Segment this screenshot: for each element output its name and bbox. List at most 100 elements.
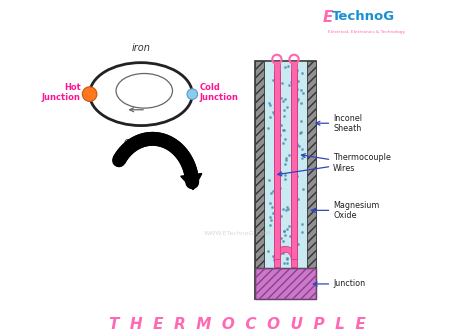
Point xyxy=(273,191,280,197)
Point xyxy=(267,217,274,223)
Point xyxy=(297,100,304,106)
Point xyxy=(288,225,295,230)
Point xyxy=(298,221,306,226)
Point xyxy=(293,67,301,72)
Bar xyxy=(255,61,264,268)
Point xyxy=(298,146,306,151)
Text: Thermocouple
Wires: Thermocouple Wires xyxy=(333,153,391,173)
Point xyxy=(270,112,278,117)
Bar xyxy=(255,268,317,299)
Bar xyxy=(255,268,317,299)
Point xyxy=(297,118,304,123)
Point xyxy=(269,188,276,194)
Point xyxy=(276,132,283,137)
Point xyxy=(275,230,283,236)
Point xyxy=(280,113,288,118)
Point xyxy=(282,207,290,213)
Point xyxy=(286,152,293,157)
Point xyxy=(298,229,306,235)
Point xyxy=(289,158,297,163)
Text: Hot
Junction: Hot Junction xyxy=(42,83,81,102)
Point xyxy=(274,174,282,179)
Point xyxy=(286,83,293,88)
Point xyxy=(281,64,289,69)
Text: Cold
Junction: Cold Junction xyxy=(199,83,238,102)
Text: Magnesium
Oxide: Magnesium Oxide xyxy=(333,201,379,220)
Point xyxy=(283,256,291,262)
Point xyxy=(266,201,274,206)
Point xyxy=(291,208,298,213)
Polygon shape xyxy=(274,246,297,259)
Text: Inconel
Sheath: Inconel Sheath xyxy=(333,114,362,133)
Point xyxy=(282,157,289,162)
Point xyxy=(281,136,288,141)
Point xyxy=(290,135,298,140)
Bar xyxy=(307,61,317,268)
Point xyxy=(281,172,288,177)
Point xyxy=(294,196,302,201)
Text: TechnoG: TechnoG xyxy=(331,10,394,23)
Circle shape xyxy=(187,89,198,99)
Point xyxy=(275,143,283,148)
Point xyxy=(283,226,291,231)
Point xyxy=(295,78,302,83)
Point xyxy=(269,77,276,82)
Point xyxy=(267,190,275,195)
Point xyxy=(288,76,295,82)
Bar xyxy=(291,71,297,267)
Point xyxy=(274,214,282,219)
Point xyxy=(293,86,301,92)
Point xyxy=(292,242,299,247)
Bar xyxy=(291,61,297,259)
Point xyxy=(281,177,289,182)
Point xyxy=(288,233,296,238)
Point xyxy=(283,261,291,266)
Point xyxy=(264,248,272,254)
Point xyxy=(265,177,273,183)
Point xyxy=(291,190,299,195)
Point xyxy=(277,123,285,128)
Point xyxy=(272,258,279,263)
Point xyxy=(286,233,293,239)
Point xyxy=(296,131,304,136)
Point xyxy=(292,72,300,78)
Point xyxy=(289,228,296,234)
Point xyxy=(290,170,298,175)
Text: Junction: Junction xyxy=(333,279,365,288)
Polygon shape xyxy=(181,174,202,190)
Point xyxy=(277,96,284,101)
Point xyxy=(279,140,286,145)
Bar xyxy=(273,71,280,267)
Point xyxy=(297,87,304,92)
Point xyxy=(284,206,292,211)
Point xyxy=(274,255,282,260)
Point xyxy=(271,258,278,263)
Bar xyxy=(273,61,280,259)
Point xyxy=(296,143,303,149)
Point xyxy=(281,96,289,102)
Point xyxy=(290,106,298,111)
Point xyxy=(279,250,287,255)
Point xyxy=(292,120,300,125)
Point xyxy=(279,207,287,212)
Point xyxy=(283,205,291,210)
Point xyxy=(298,71,305,76)
Point xyxy=(292,147,300,152)
Point xyxy=(266,223,274,228)
Point xyxy=(281,108,288,113)
Circle shape xyxy=(82,87,97,102)
Point xyxy=(275,216,283,221)
Point xyxy=(281,127,288,133)
Point xyxy=(279,98,287,104)
Point xyxy=(275,74,283,79)
Point xyxy=(278,80,285,85)
Point xyxy=(290,179,297,184)
Point xyxy=(277,213,284,218)
Point xyxy=(269,110,277,115)
Point xyxy=(299,155,306,160)
Point xyxy=(277,236,285,241)
Point xyxy=(294,173,301,179)
Text: E: E xyxy=(323,10,334,25)
Point xyxy=(288,250,296,255)
Point xyxy=(265,100,273,106)
